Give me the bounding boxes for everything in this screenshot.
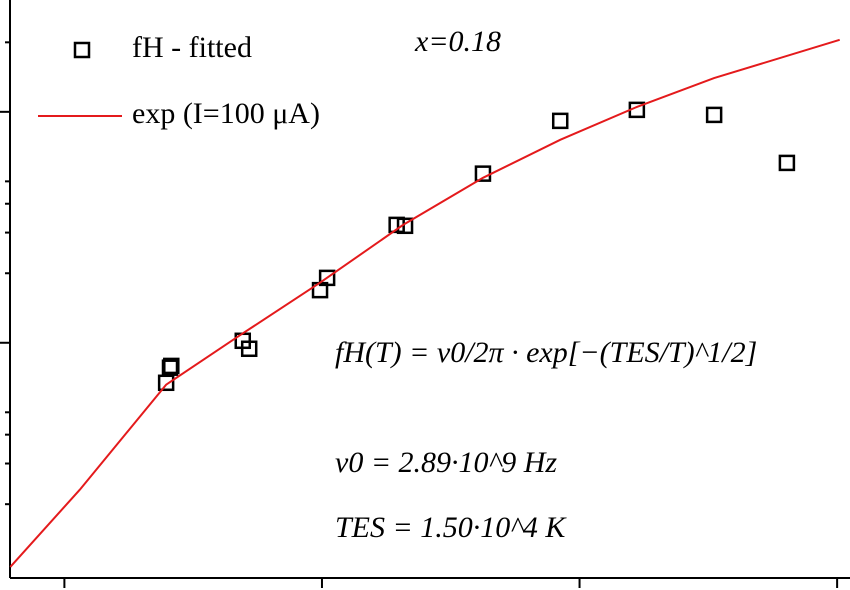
data-point [157,374,175,392]
legend-label: exp (I=100 μA) [132,97,320,130]
fit-line [9,38,840,568]
annotation: x=0.18 [414,25,501,58]
data-point [705,106,723,124]
data-point [551,112,569,130]
legend-marker [73,41,91,59]
data-point [396,217,414,235]
data-point [778,154,796,172]
legend-label: fH - fitted [132,31,252,64]
formula: TES = 1.50·10^4 K [335,511,567,544]
formula: fH(T) = ν0/2π · exp[−(TES/T)^1/2] [335,336,757,369]
data-point [318,269,336,287]
data-point [161,359,179,376]
formula: ν0 = 2.89·10^9 Hz [335,446,557,479]
data-point [163,357,180,375]
data-point [240,340,258,358]
